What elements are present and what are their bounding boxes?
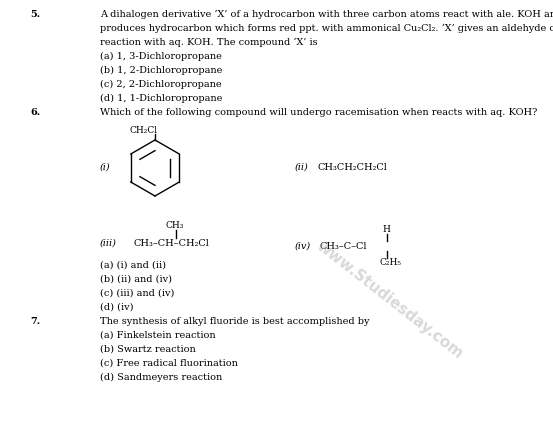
Text: (ii): (ii) <box>295 163 309 172</box>
Text: (c) Free radical fluorination: (c) Free radical fluorination <box>100 359 238 368</box>
Text: (a) Finkelstein reaction: (a) Finkelstein reaction <box>100 331 216 340</box>
Text: (b) 1, 2-Dichloropropane: (b) 1, 2-Dichloropropane <box>100 66 222 75</box>
Text: (iii): (iii) <box>100 239 117 248</box>
Text: 7.: 7. <box>30 317 40 326</box>
Text: www.Studiesday.com: www.Studiesday.com <box>314 238 466 362</box>
Text: CH₂Cl: CH₂Cl <box>130 126 158 135</box>
Text: CH₃CH₂CH₂Cl: CH₃CH₂CH₂Cl <box>317 163 387 172</box>
Text: reaction with aq. KOH. The compound ‘X’ is: reaction with aq. KOH. The compound ‘X’ … <box>100 38 317 47</box>
Text: (iv): (iv) <box>295 242 311 251</box>
Text: (d) (iv): (d) (iv) <box>100 303 133 312</box>
Text: Which of the following compound will undergo racemisation when reacts with aq. K: Which of the following compound will und… <box>100 108 538 117</box>
Text: CH₃: CH₃ <box>165 221 184 230</box>
Text: (c) 2, 2-Dichloropropane: (c) 2, 2-Dichloropropane <box>100 80 222 89</box>
Text: (a) (i) and (ii): (a) (i) and (ii) <box>100 261 166 270</box>
Text: CH₃–C–Cl: CH₃–C–Cl <box>320 242 368 251</box>
Text: C₂H₅: C₂H₅ <box>379 258 401 267</box>
Text: 5.: 5. <box>30 10 40 19</box>
Text: A dihalogen derivative ‘X’ of a hydrocarbon with three carbon atoms react with a: A dihalogen derivative ‘X’ of a hydrocar… <box>100 10 553 19</box>
Text: 6.: 6. <box>30 108 40 117</box>
Text: produces hydrocarbon which forms red ppt. with ammonical Cu₂Cl₂. ‘X’ gives an al: produces hydrocarbon which forms red ppt… <box>100 24 553 33</box>
Text: (a) 1, 3-Dichloropropane: (a) 1, 3-Dichloropropane <box>100 52 222 61</box>
Text: H: H <box>382 225 390 234</box>
Text: (b) (ii) and (iv): (b) (ii) and (iv) <box>100 275 172 284</box>
Text: (b) Swartz reaction: (b) Swartz reaction <box>100 345 196 354</box>
Text: (i): (i) <box>100 163 111 172</box>
Text: The synthesis of alkyl fluoride is best accomplished by: The synthesis of alkyl fluoride is best … <box>100 317 369 326</box>
Text: (d) 1, 1-Dichloropropane: (d) 1, 1-Dichloropropane <box>100 94 222 103</box>
Text: (c) (iii) and (iv): (c) (iii) and (iv) <box>100 289 174 298</box>
Text: CH₃–CH–CH₂Cl: CH₃–CH–CH₂Cl <box>133 239 209 248</box>
Text: (d) Sandmeyers reaction: (d) Sandmeyers reaction <box>100 373 222 382</box>
